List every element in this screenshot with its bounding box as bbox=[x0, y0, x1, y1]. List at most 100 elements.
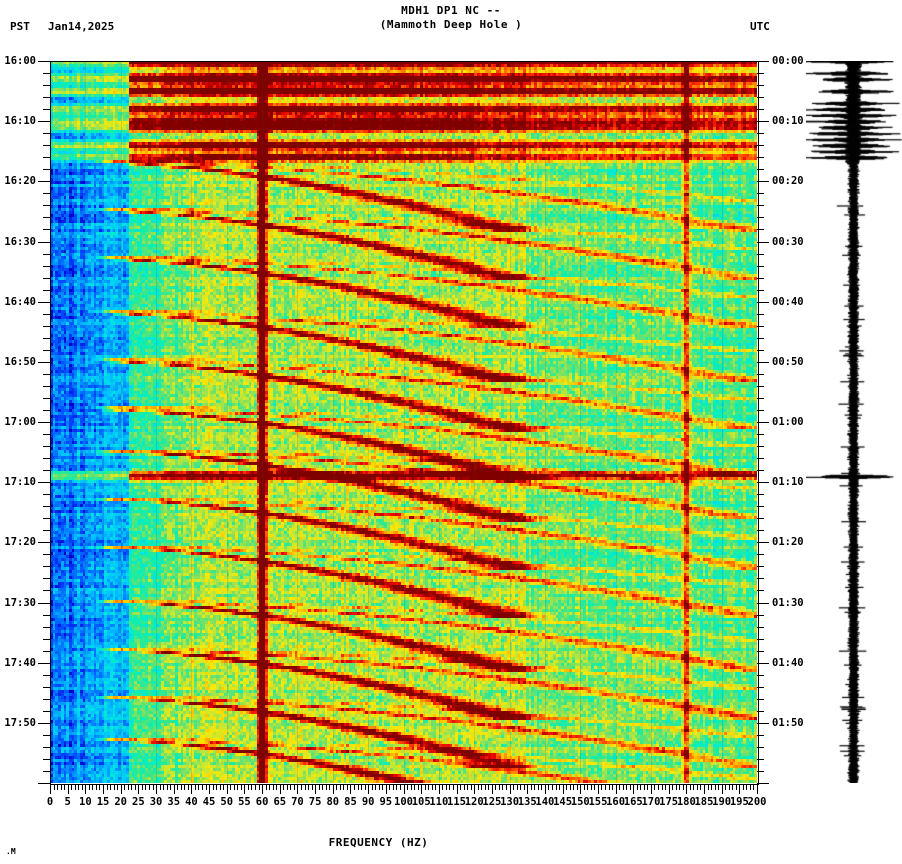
x-axis-minor-tick bbox=[392, 784, 394, 790]
x-axis-minor-tick bbox=[187, 784, 189, 790]
y-axis-minor-tick bbox=[43, 446, 50, 448]
x-axis-label: 80 bbox=[326, 796, 340, 808]
x-axis-minor-tick bbox=[230, 784, 232, 790]
x-axis-major-tick bbox=[385, 784, 387, 794]
x-axis-minor-tick bbox=[399, 784, 401, 790]
x-axis-minor-tick bbox=[707, 784, 709, 790]
x-axis-minor-tick bbox=[513, 784, 515, 790]
x-axis-label: 200 bbox=[747, 796, 767, 808]
x-axis-minor-tick bbox=[679, 784, 681, 790]
x-axis-minor-tick bbox=[718, 784, 720, 790]
x-axis-minor-tick bbox=[141, 784, 143, 790]
x-axis-major-tick bbox=[721, 784, 723, 794]
y-axis-minor-tick bbox=[43, 385, 50, 387]
y-axis-label-pst: 17:00 bbox=[4, 416, 36, 428]
x-axis-minor-tick bbox=[124, 784, 126, 790]
x-axis-minor-tick bbox=[711, 784, 713, 790]
x-axis-minor-tick bbox=[559, 784, 561, 790]
x-axis-minor-tick bbox=[371, 784, 373, 790]
y-axis-label-pst: 16:00 bbox=[4, 55, 36, 67]
x-axis-minor-tick bbox=[693, 784, 695, 790]
x-axis-minor-tick bbox=[488, 784, 490, 790]
x-axis-major-tick bbox=[156, 784, 158, 794]
x-axis-label: 185 bbox=[694, 796, 714, 808]
y-axis-minor-tick bbox=[43, 193, 50, 195]
x-axis-minor-tick bbox=[407, 784, 409, 790]
x-axis-minor-tick bbox=[643, 784, 645, 790]
x-axis-minor-tick bbox=[654, 784, 656, 790]
x-axis-major-tick bbox=[191, 784, 193, 794]
x-axis-minor-tick bbox=[255, 784, 257, 790]
y-axis-minor-tick bbox=[43, 373, 50, 375]
x-axis-major-tick bbox=[509, 784, 511, 794]
x-axis-minor-tick bbox=[396, 784, 398, 790]
y-axis-minor-tick bbox=[43, 85, 50, 87]
y-axis-major-tick bbox=[38, 722, 50, 724]
x-axis-minor-tick bbox=[113, 784, 115, 790]
x-axis-minor-tick bbox=[555, 784, 557, 790]
y-axis-minor-tick bbox=[43, 686, 50, 688]
y-axis-label-pst: 17:20 bbox=[4, 536, 36, 549]
y-axis-minor-tick bbox=[757, 289, 764, 291]
x-axis-label: 140 bbox=[535, 796, 555, 808]
seismogram-trace-image bbox=[806, 61, 902, 783]
y-axis-minor-tick bbox=[757, 409, 764, 411]
y-axis-minor-tick bbox=[757, 385, 764, 387]
y-axis-minor-tick bbox=[757, 698, 764, 700]
x-axis-minor-tick bbox=[177, 784, 179, 790]
y-axis-major-tick bbox=[38, 422, 50, 423]
x-axis-minor-tick bbox=[481, 784, 483, 790]
x-axis-minor-tick bbox=[495, 784, 497, 790]
y-axis-minor-tick bbox=[43, 566, 50, 568]
y-axis-minor-tick bbox=[43, 229, 50, 231]
y-axis-major-tick bbox=[757, 241, 769, 243]
x-axis-minor-tick bbox=[551, 784, 553, 790]
x-axis-minor-tick bbox=[442, 784, 444, 790]
x-axis-major-tick bbox=[262, 784, 264, 794]
y-axis-minor-tick bbox=[757, 494, 764, 496]
x-axis-major-tick bbox=[85, 784, 87, 794]
x-axis-minor-tick bbox=[714, 784, 716, 790]
y-axis-minor-tick bbox=[757, 590, 764, 592]
x-axis-minor-tick bbox=[516, 784, 518, 790]
x-axis-minor-tick bbox=[417, 784, 419, 790]
x-axis-label: 130 bbox=[500, 796, 520, 808]
x-axis-minor-tick bbox=[460, 784, 462, 790]
x-axis-minor-tick bbox=[619, 784, 621, 790]
x-axis-minor-tick bbox=[452, 784, 454, 790]
y-axis-minor-tick bbox=[757, 97, 764, 99]
x-axis-minor-tick bbox=[569, 784, 571, 790]
x-axis-minor-tick bbox=[647, 784, 649, 790]
x-axis-major-tick bbox=[562, 784, 564, 794]
y-axis-minor-tick bbox=[43, 253, 50, 255]
x-axis-major-tick bbox=[173, 784, 175, 794]
y-axis-major-tick bbox=[38, 542, 50, 544]
y-axis-minor-tick bbox=[757, 530, 764, 532]
y-axis-minor-tick bbox=[757, 157, 764, 159]
y-axis-label-pst: 16:10 bbox=[4, 115, 36, 128]
x-axis-minor-tick bbox=[240, 784, 242, 790]
y-axis-minor-tick bbox=[43, 97, 50, 99]
x-axis-minor-tick bbox=[354, 784, 355, 790]
x-axis-major-tick bbox=[438, 784, 440, 794]
x-axis-minor-tick bbox=[445, 784, 447, 790]
x-axis-minor-tick bbox=[88, 784, 90, 790]
y-axis-label-pst: 17:40 bbox=[4, 656, 36, 669]
y-axis-minor-tick bbox=[43, 710, 50, 712]
x-axis-minor-tick bbox=[601, 784, 603, 790]
x-axis-minor-tick bbox=[608, 784, 610, 790]
x-axis-minor-tick bbox=[523, 784, 525, 790]
x-axis-minor-tick bbox=[233, 784, 235, 790]
x-axis-minor-tick bbox=[64, 784, 66, 790]
y-axis-minor-tick bbox=[757, 470, 764, 472]
y-axis-minor-tick bbox=[757, 758, 764, 760]
x-axis-major-tick bbox=[474, 784, 476, 794]
x-axis-label: 150 bbox=[570, 796, 590, 808]
y-axis-minor-tick bbox=[757, 458, 764, 460]
y-axis-minor-tick bbox=[43, 145, 50, 147]
y-axis-minor-tick bbox=[757, 710, 764, 712]
x-axis-major-tick bbox=[279, 784, 281, 794]
y-axis-major-tick bbox=[757, 361, 769, 363]
y-axis-major-tick bbox=[757, 482, 769, 484]
x-axis-label: 195 bbox=[729, 796, 749, 808]
